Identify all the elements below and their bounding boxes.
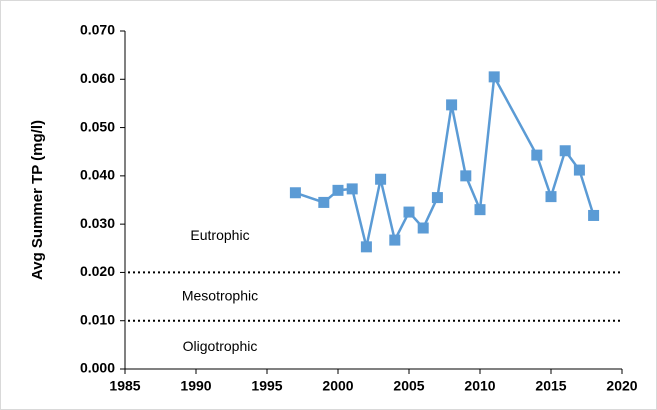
data-point (559, 145, 571, 157)
data-point (488, 71, 500, 83)
data-point (431, 192, 443, 204)
y-axis-title: Avg Summer TP (mg/l) (29, 120, 46, 280)
data-point (417, 222, 429, 234)
data-point (573, 164, 585, 176)
y-tick-label: 0.010 (80, 311, 115, 327)
y-tick-label: 0.020 (80, 263, 115, 279)
data-point (375, 173, 387, 185)
data-point (588, 209, 600, 221)
annotation: Mesotrophic (182, 287, 258, 303)
y-tick-label: 0.060 (80, 70, 115, 86)
x-tick-label: 2000 (322, 378, 353, 394)
data-point (318, 196, 330, 208)
y-tick-label: 0.000 (80, 360, 115, 376)
data-point (446, 99, 458, 111)
data-point (389, 234, 401, 246)
x-tick-label: 2005 (393, 378, 424, 394)
annotation: Eutrophic (190, 227, 249, 243)
data-point (531, 149, 543, 161)
x-tick-label: 2020 (606, 378, 637, 394)
data-point (289, 187, 301, 199)
x-tick-label: 1985 (109, 378, 140, 394)
x-tick-label: 2010 (464, 378, 495, 394)
y-tick-label: 0.030 (80, 215, 115, 231)
x-tick-label: 2015 (535, 378, 566, 394)
data-point (545, 191, 557, 203)
y-tick-label: 0.070 (80, 22, 115, 38)
annotation: Oligotrophic (183, 338, 258, 354)
data-point (474, 204, 486, 216)
y-tick-label: 0.040 (80, 167, 115, 183)
x-tick-label: 1990 (180, 378, 211, 394)
data-point (360, 241, 372, 253)
data-point (346, 183, 358, 195)
data-point (332, 184, 344, 196)
data-point (460, 170, 472, 182)
x-tick-label: 1995 (251, 378, 282, 394)
data-point (403, 206, 415, 218)
y-tick-label: 0.050 (80, 118, 115, 134)
